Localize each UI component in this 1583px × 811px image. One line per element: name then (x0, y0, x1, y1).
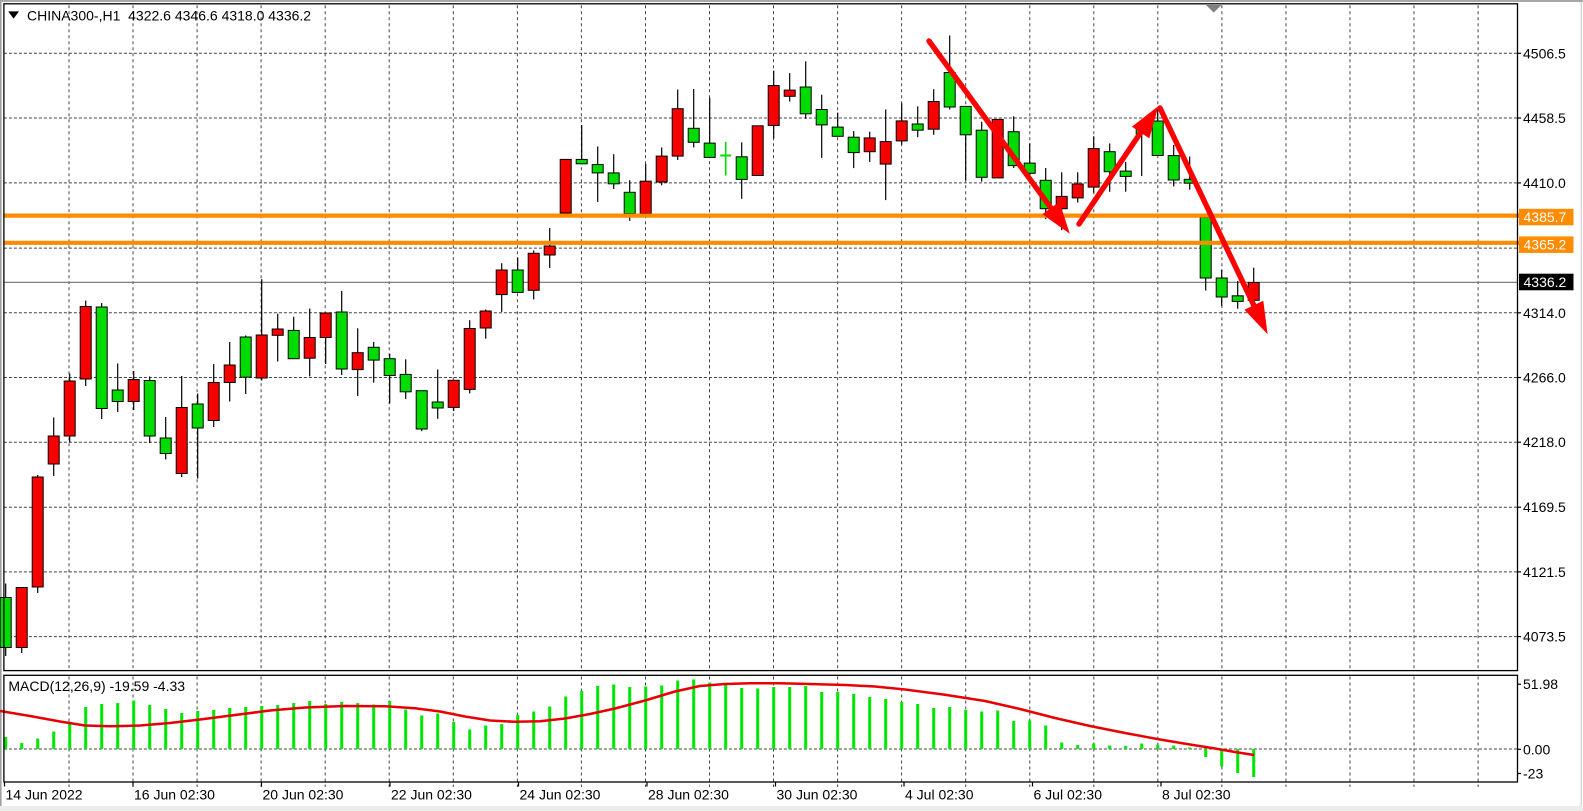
svg-text:4121.5: 4121.5 (1523, 564, 1566, 580)
svg-text:4336.2: 4336.2 (1524, 274, 1567, 290)
svg-text:MACD(12,26,9) -19.59 -4.33: MACD(12,26,9) -19.59 -4.33 (8, 678, 185, 694)
svg-text:-23: -23 (1523, 766, 1543, 782)
svg-text:51.98: 51.98 (1523, 676, 1558, 692)
svg-text:28 Jun 02:30: 28 Jun 02:30 (648, 787, 729, 803)
svg-text:4385.7: 4385.7 (1524, 209, 1567, 225)
svg-text:24 Jun 02:30: 24 Jun 02:30 (520, 787, 601, 803)
svg-text:4073.5: 4073.5 (1523, 629, 1566, 645)
svg-text:4314.0: 4314.0 (1523, 305, 1566, 321)
svg-text:6 Jul 02:30: 6 Jul 02:30 (1034, 787, 1103, 803)
svg-text:4266.0: 4266.0 (1523, 370, 1566, 386)
svg-text:4410.0: 4410.0 (1523, 175, 1566, 191)
svg-text:4506.5: 4506.5 (1523, 45, 1566, 61)
svg-text:4458.5: 4458.5 (1523, 110, 1566, 126)
svg-text:22 Jun 02:30: 22 Jun 02:30 (391, 787, 472, 803)
svg-text:14 Jun 2022: 14 Jun 2022 (6, 787, 83, 803)
svg-text:4218.0: 4218.0 (1523, 434, 1566, 450)
svg-text:8 Jul 02:30: 8 Jul 02:30 (1162, 787, 1231, 803)
svg-text:4169.5: 4169.5 (1523, 499, 1566, 515)
svg-text:CHINA300-,H1 4322.6 4346.6 43: CHINA300-,H1 4322.6 4346.6 4318.0 4336.2 (27, 8, 311, 24)
svg-text:4365.2: 4365.2 (1524, 237, 1567, 253)
svg-text:4 Jul 02:30: 4 Jul 02:30 (905, 787, 974, 803)
svg-text:0.00: 0.00 (1523, 741, 1550, 757)
svg-text:16 Jun 02:30: 16 Jun 02:30 (134, 787, 215, 803)
svg-text:30 Jun 02:30: 30 Jun 02:30 (777, 787, 858, 803)
svg-text:20 Jun 02:30: 20 Jun 02:30 (263, 787, 344, 803)
